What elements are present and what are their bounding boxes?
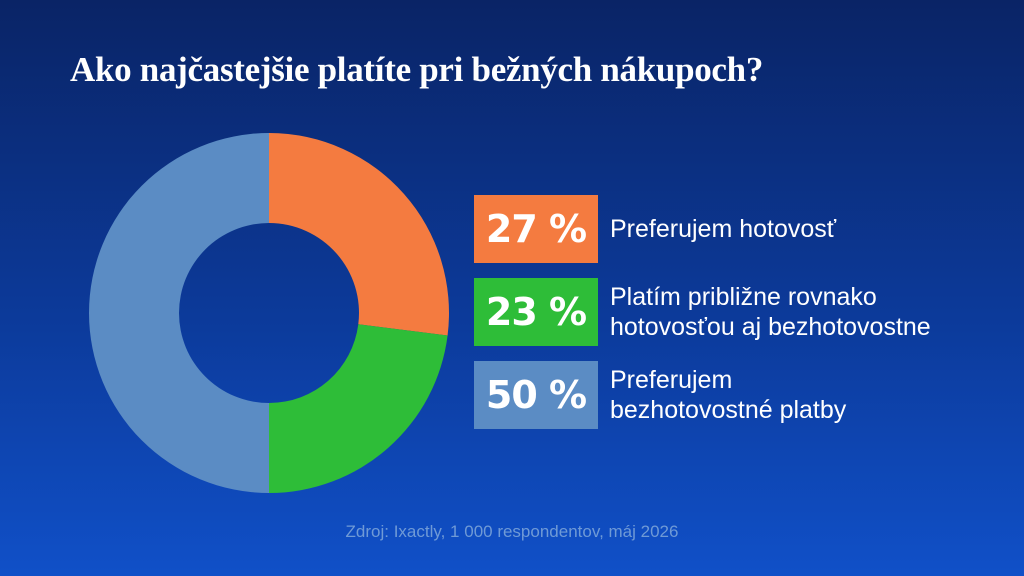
legend-item-2: 50 % Preferujem bezhotovostné platby (474, 361, 1014, 429)
donut-slice-2 (89, 133, 269, 493)
donut-slice-1 (269, 324, 448, 493)
legend-label-line: hotovosťou aj bezhotovostne (610, 313, 931, 341)
donut-slices (89, 133, 449, 493)
legend-value-badge: 50 % (474, 361, 598, 429)
legend-label-line: Preferujem hotovosť (610, 215, 837, 243)
legend-item-1: 23 % Platím približne rovnako hotovosťou… (474, 278, 1014, 346)
legend-label: Platím približne rovnako hotovosťou aj b… (610, 278, 1010, 346)
legend-label: Preferujem hotovosť (610, 195, 1010, 263)
legend-label-line: Preferujem (610, 366, 733, 394)
donut-slice-0 (269, 133, 449, 336)
chart-title: Ako najčastejšie platíte pri bežných nák… (70, 50, 764, 89)
legend-value-badge: 23 % (474, 278, 598, 346)
legend-label-line: bezhotovostné platby (610, 396, 847, 424)
legend-value-badge: 27 % (474, 195, 598, 263)
legend-label-line: Platím približne rovnako (610, 283, 877, 311)
legend-item-0: 27 % Preferujem hotovosť (474, 195, 1014, 263)
chart-legend: 27 % Preferujem hotovosť 23 % Platím pri… (474, 195, 1014, 444)
source-note: Zdroj: Ixactly, 1 000 respondentov, máj … (345, 522, 679, 541)
donut-chart (89, 133, 449, 493)
legend-label: Preferujem bezhotovostné platby (610, 361, 1010, 429)
